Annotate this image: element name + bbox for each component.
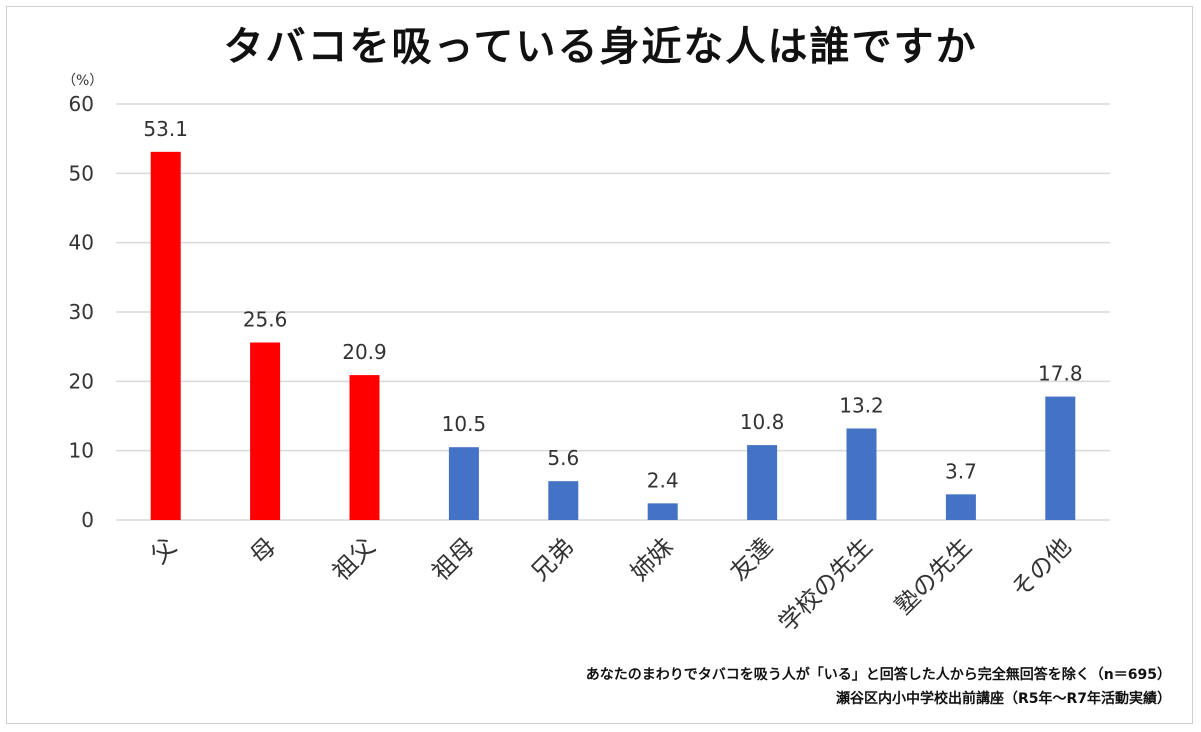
footnote-source: 瀬谷区内小中学校出前講座（R5年～R7年活動実績） xyxy=(835,691,1171,707)
bar xyxy=(548,481,579,520)
data-label: 17.8 xyxy=(1038,362,1083,386)
data-label: 3.7 xyxy=(945,459,977,483)
y-tick-label: 40 xyxy=(69,231,94,255)
x-tick-label: 友達 xyxy=(725,532,779,586)
y-tick-label: 50 xyxy=(69,161,94,185)
data-label: 20.9 xyxy=(342,340,387,364)
y-tick-label: 10 xyxy=(69,439,94,463)
bar xyxy=(448,447,479,520)
data-label: 25.6 xyxy=(243,308,288,332)
y-tick-label: 60 xyxy=(69,92,94,116)
bar xyxy=(747,445,778,520)
chart-title: タバコを吸っている身近な人は誰ですか xyxy=(223,24,978,70)
chart-frame xyxy=(6,6,1193,724)
x-tick-label: 祖父 xyxy=(327,532,381,586)
bar xyxy=(647,503,678,520)
y-tick-label: 0 xyxy=(81,508,94,532)
bar xyxy=(250,342,281,520)
x-tick-label: 父 xyxy=(145,532,182,569)
data-label: 53.1 xyxy=(143,117,188,141)
bar xyxy=(846,428,877,520)
data-label: 5.6 xyxy=(547,446,579,470)
y-tick-label: 30 xyxy=(69,300,94,324)
x-tick-label: その他 xyxy=(1006,532,1077,603)
x-tick-label: 姉妹 xyxy=(625,532,679,586)
x-tick-label: 祖母 xyxy=(426,532,480,586)
bar xyxy=(349,375,380,520)
data-label: 10.5 xyxy=(442,412,487,436)
data-label: 10.8 xyxy=(740,410,785,434)
x-tick-label: 母 xyxy=(245,532,282,569)
x-tick-label: 学校の先生 xyxy=(773,532,878,637)
data-label: 2.4 xyxy=(647,468,679,492)
x-tick-label: 兄弟 xyxy=(526,532,580,586)
data-label: 13.2 xyxy=(839,393,884,417)
x-tick-label: 塾の先生 xyxy=(889,532,977,620)
y-tick-label: 20 xyxy=(69,369,94,393)
footnote-sample: あなたのまわりでタバコを吸う人が「いる」と回答した人から完全無回答を除く（n＝6… xyxy=(585,667,1171,683)
bar xyxy=(150,151,181,520)
bar xyxy=(1045,396,1076,520)
y-axis-unit: （%） xyxy=(62,73,104,89)
bar xyxy=(945,494,976,520)
